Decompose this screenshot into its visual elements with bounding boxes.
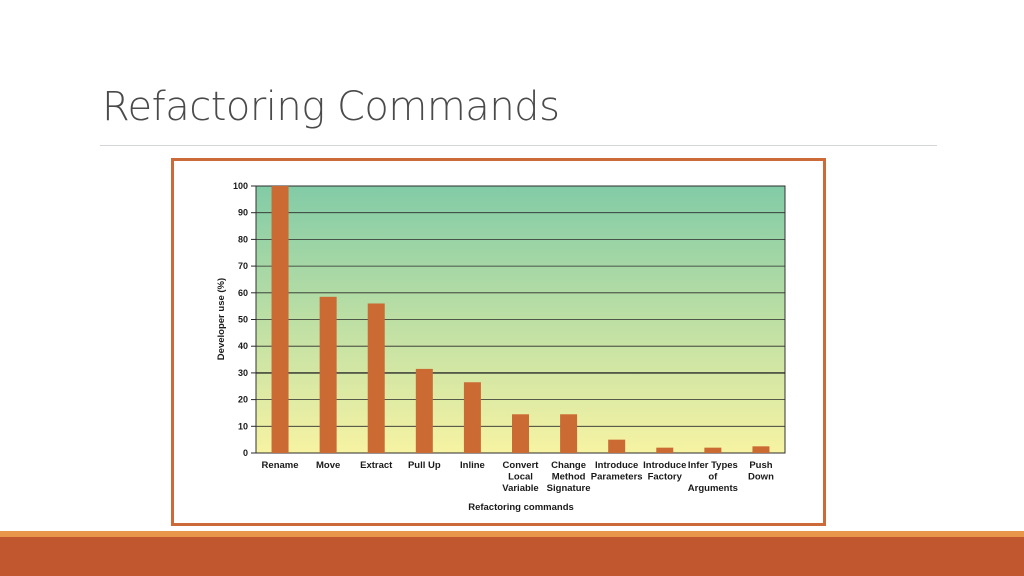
x-category-label-line: Signature: [547, 483, 591, 494]
x-category-label: Extract: [360, 460, 393, 471]
bar: [367, 303, 385, 453]
y-axis-title: Developer use (%): [216, 278, 227, 360]
x-category-label: Inline: [460, 460, 485, 471]
x-category-label: Infer Types of Arguments: [688, 460, 738, 494]
x-category-label-line: Inline: [460, 460, 485, 471]
y-tick-label: 40: [238, 341, 248, 351]
x-category-label-line: Push: [749, 460, 772, 471]
x-category-label: Introduce Factory: [643, 460, 686, 483]
y-tick-label: 70: [238, 261, 248, 271]
bar: [608, 439, 626, 453]
bar: [512, 414, 529, 453]
x-category-label-line: Factory: [648, 472, 683, 483]
x-category-label: Push Down: [748, 460, 774, 483]
bar: [463, 382, 481, 453]
x-category-label: Pull Up: [408, 460, 441, 471]
x-category-label-line: Convert: [503, 460, 540, 471]
x-axis-title: Refactoring commands: [468, 502, 574, 513]
y-tick-label: 100: [233, 181, 248, 191]
x-category-label-line: Introduce: [595, 460, 638, 471]
footer-accent-stripe: [0, 531, 1024, 537]
x-category-label-line: Infer Types: [688, 460, 738, 471]
x-category-label-line: Extract: [360, 460, 393, 471]
y-tick-label: 0: [243, 448, 248, 458]
y-tick-label: 50: [238, 315, 248, 325]
x-category-label-line: Change: [551, 460, 586, 471]
y-tick-label: 60: [238, 288, 248, 298]
x-category-label-line: Parameters: [591, 472, 643, 483]
bar: [704, 447, 722, 453]
x-category-label-line: Rename: [262, 460, 299, 471]
title-divider: [100, 145, 937, 146]
x-category-label-line: Arguments: [688, 483, 738, 494]
x-category-label: Convert Local Variable: [502, 460, 539, 494]
x-category-label-line: Introduce: [643, 460, 686, 471]
x-category-label-line: Variable: [502, 483, 538, 494]
bar: [319, 296, 337, 453]
x-category-label-line: Down: [748, 472, 774, 483]
bar: [752, 446, 770, 453]
x-category-label: Rename: [262, 460, 299, 471]
bar: [271, 186, 289, 453]
bar: [560, 414, 578, 453]
x-category-label: Change Method Signature: [547, 460, 591, 494]
chart-frame: 0 10 20 30 40 50 60 70 80 90 100 Rename Move Extract…: [171, 158, 826, 526]
y-tick-label: 80: [238, 234, 248, 244]
x-category-label-line: of: [708, 472, 718, 483]
y-tick-label: 90: [238, 208, 248, 218]
x-category-label-line: Pull Up: [408, 460, 441, 471]
footer-bar: [0, 537, 1024, 576]
bar-chart: 0 10 20 30 40 50 60 70 80 90 100 Rename Move Extract…: [216, 181, 786, 513]
bar: [415, 368, 433, 453]
x-category-label: Introduce Parameters: [591, 460, 643, 483]
y-tick-label: 20: [238, 395, 248, 405]
x-category-label-line: Method: [552, 472, 586, 483]
x-category-label-line: Move: [316, 460, 340, 471]
bar: [656, 447, 674, 453]
x-category-label: Move: [316, 460, 340, 471]
x-category-label-line: Local: [508, 472, 533, 483]
y-tick-label: 30: [238, 368, 248, 378]
slide-title: Refactoring Commands: [102, 84, 560, 130]
y-tick-label: 10: [238, 421, 248, 431]
